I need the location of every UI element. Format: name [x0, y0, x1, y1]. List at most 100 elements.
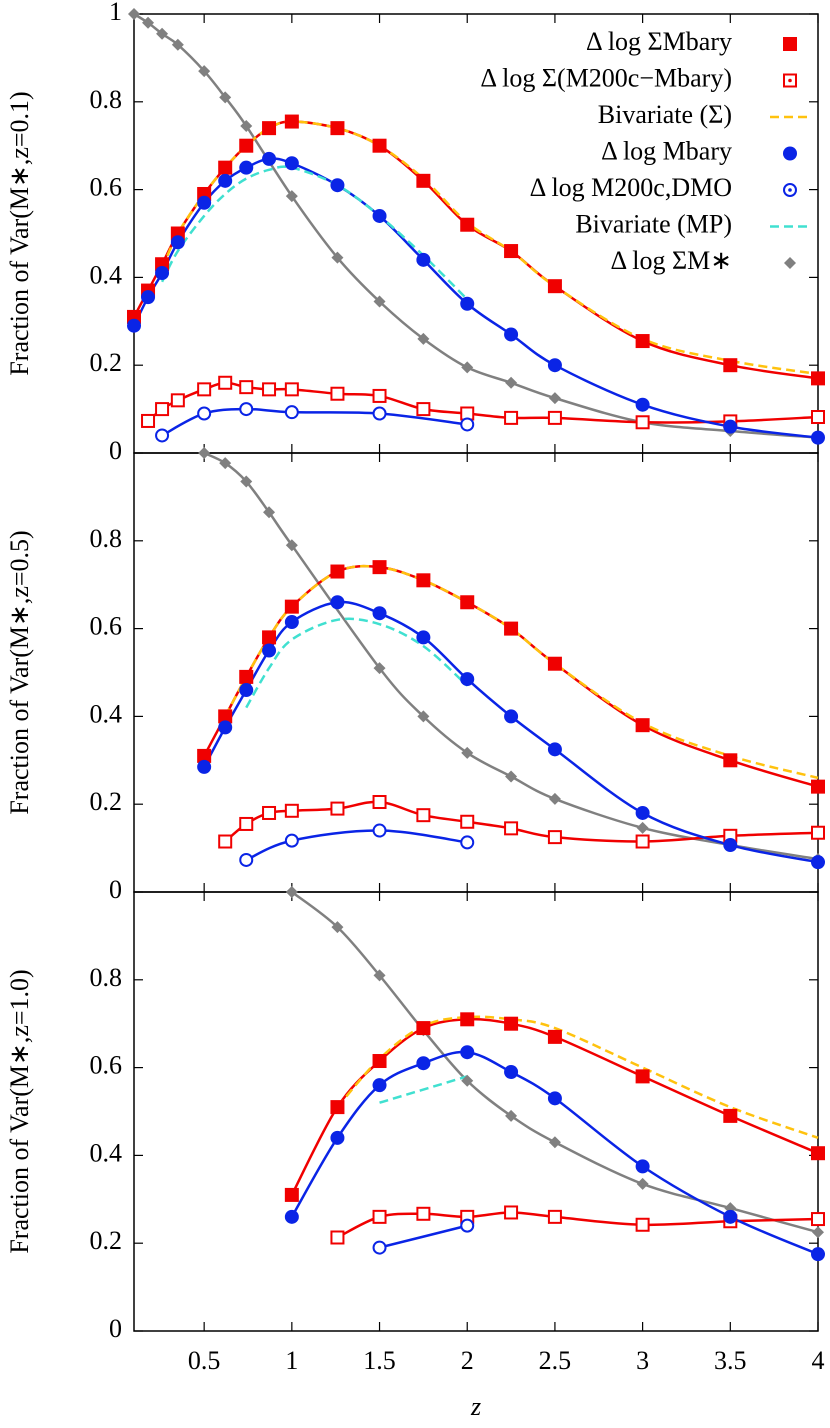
marker-diamond	[461, 361, 474, 374]
marker-square	[460, 595, 475, 610]
y-tick-label: 0	[109, 875, 122, 904]
marker-diamond	[219, 457, 232, 470]
marker-circle	[416, 1056, 431, 1071]
marker-square	[547, 656, 562, 671]
marker-square	[284, 114, 299, 129]
marker-circle	[372, 606, 387, 621]
marker-circle	[218, 720, 233, 735]
marker-square	[239, 669, 254, 684]
marker-open-square	[239, 380, 254, 395]
marker-diamond	[461, 746, 474, 759]
marker-circle	[127, 318, 141, 333]
marker-circle	[547, 358, 562, 373]
marker-circle	[197, 195, 212, 210]
marker-circle	[635, 397, 650, 412]
legend-label: Δ log M200c,DMO	[530, 173, 732, 202]
marker-dot	[788, 188, 792, 192]
marker-circle	[504, 327, 519, 342]
marker-diamond	[636, 1177, 649, 1190]
marker-circle	[460, 296, 475, 311]
marker-square	[460, 217, 475, 232]
marker-square	[547, 279, 562, 294]
marker-open-square	[460, 814, 475, 829]
marker-diamond	[417, 710, 430, 723]
x-tick-label: 2	[461, 1346, 474, 1375]
marker-diamond	[417, 332, 430, 345]
series-line	[379, 1075, 468, 1104]
x-tick-label: 0.5	[188, 1346, 221, 1375]
marker-diamond	[373, 969, 386, 982]
marker-open-square	[372, 795, 387, 810]
marker-diamond	[156, 27, 169, 40]
marker-open-square	[547, 1209, 562, 1224]
marker-open-square	[635, 834, 650, 849]
series-line	[336, 1015, 819, 1140]
marker-circle	[811, 1247, 825, 1262]
marker-open-square	[416, 402, 431, 417]
marker-circle	[330, 595, 345, 610]
marker-diamond	[331, 921, 344, 934]
marker-diamond	[505, 1109, 518, 1122]
marker-circle	[330, 1130, 345, 1145]
marker-square	[723, 358, 738, 373]
marker-diamond	[784, 257, 796, 269]
marker-diamond	[263, 506, 276, 519]
marker-open-square	[372, 1209, 387, 1224]
marker-diamond	[331, 251, 344, 264]
marker-circle	[372, 208, 387, 223]
marker-circle	[372, 1078, 387, 1093]
y-axis-label: Fraction of Var(M∗,z=0.5)	[5, 530, 34, 814]
marker-square	[811, 779, 825, 794]
marker-circle	[284, 1209, 299, 1224]
marker-open-square	[155, 402, 170, 417]
marker-circle	[284, 156, 299, 171]
marker-open-square	[197, 382, 212, 397]
marker-open-square	[262, 805, 277, 820]
legend-label: Bivariate (Σ)	[598, 100, 732, 129]
marker-square	[372, 1054, 387, 1069]
legend-label: Δ log Σ(M200c−Mbary)	[480, 63, 732, 92]
series-line	[336, 1211, 819, 1239]
legend-label: Δ log Mbary	[601, 136, 732, 165]
marker-open-circle	[284, 405, 299, 420]
marker-circle	[783, 146, 797, 161]
marker-circle	[504, 709, 519, 724]
legend-label: Δ log ΣM∗	[610, 246, 732, 275]
marker-square	[635, 718, 650, 733]
marker-circle	[723, 1209, 738, 1224]
series-line	[291, 891, 819, 1234]
y-tick-label: 0.4	[90, 1138, 123, 1167]
marker-open-circle	[460, 835, 475, 850]
marker-diamond	[285, 886, 298, 898]
marker-diamond	[198, 447, 211, 459]
series-line	[290, 1017, 819, 1196]
marker-circle	[284, 615, 299, 630]
marker-circle	[218, 173, 233, 188]
series-line	[245, 617, 469, 709]
marker-diamond	[505, 770, 518, 783]
marker-square	[635, 334, 650, 349]
marker-dot	[788, 78, 792, 83]
marker-open-circle	[284, 833, 299, 848]
marker-square	[635, 1069, 650, 1084]
marker-circle	[504, 1064, 519, 1079]
marker-square	[504, 244, 519, 259]
marker-open-square	[170, 393, 185, 408]
series-line	[290, 1050, 819, 1256]
marker-open-square	[330, 386, 345, 401]
series-line	[379, 1224, 468, 1249]
marker-circle	[635, 1159, 650, 1174]
marker-open-square	[284, 382, 299, 397]
marker-circle	[416, 252, 431, 267]
marker-open-square	[330, 1230, 345, 1245]
marker-square	[416, 573, 431, 588]
marker-square	[262, 121, 277, 136]
marker-diamond	[240, 119, 253, 132]
marker-square	[811, 1146, 825, 1161]
marker-square	[504, 621, 519, 636]
marker-open-square	[416, 808, 431, 823]
marker-open-square	[504, 821, 519, 836]
marker-diamond	[373, 662, 386, 675]
x-tick-label: 1	[285, 1346, 298, 1375]
marker-square	[416, 173, 431, 188]
